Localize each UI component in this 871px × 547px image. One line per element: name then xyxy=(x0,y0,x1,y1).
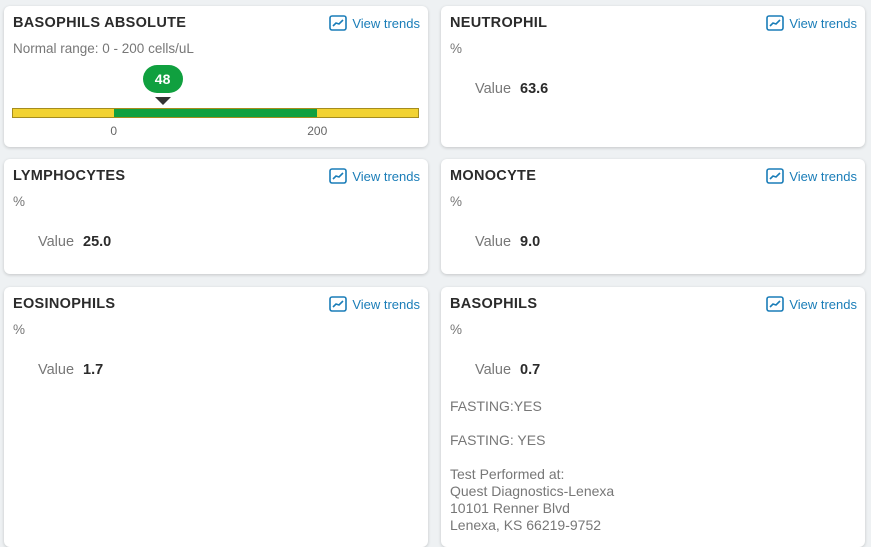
trend-chart-icon xyxy=(766,168,785,184)
card-neutrophil: NEUTROPHIL View trends % Value 63.6 xyxy=(441,6,865,147)
normal-range: Normal range: 0 - 200 cells/uL xyxy=(13,41,194,56)
value-row: Value 9.0 xyxy=(475,234,540,250)
view-trends-label: View trends xyxy=(352,296,420,312)
card-title: BASOPHILS xyxy=(450,296,538,312)
value: 0.7 xyxy=(520,362,541,378)
view-trends-label: View trends xyxy=(789,168,857,184)
value: 9.0 xyxy=(520,234,541,250)
card-basophils: BASOPHILS View trends % Value 0.7 FASTING:… xyxy=(441,287,865,547)
trend-chart-icon xyxy=(329,296,348,312)
value-row: Value 0.7 xyxy=(475,362,540,378)
trend-chart-icon xyxy=(766,15,785,31)
value: 25.0 xyxy=(83,234,112,250)
note: FASTING: YES xyxy=(450,432,546,448)
card-lymphocytes: LYMPHOCYTES View trends % Value 25.0 xyxy=(4,159,428,274)
value-label: Value xyxy=(38,234,75,250)
card-eosinophils: EOSINOPHILS View trends % Value 1.7 xyxy=(4,287,428,547)
value-label: Value xyxy=(38,362,75,378)
view-trends-link[interactable]: View trends xyxy=(329,15,420,31)
view-trends-link[interactable]: View trends xyxy=(329,168,420,184)
unit: % xyxy=(450,194,463,209)
view-trends-link[interactable]: View trends xyxy=(329,296,420,312)
card-title: BASOPHILS ABSOLUTE xyxy=(13,15,187,31)
value-label: Value xyxy=(475,81,512,97)
value-row: Value 25.0 xyxy=(38,234,111,250)
view-trends-link[interactable]: View trends xyxy=(766,15,857,31)
value: 63.6 xyxy=(520,81,549,97)
view-trends-link[interactable]: View trends xyxy=(766,296,857,312)
card-monocyte: MONOCYTE View trends % Value 9.0 xyxy=(441,159,865,274)
trend-chart-icon xyxy=(329,15,348,31)
view-trends-label: View trends xyxy=(352,168,420,184)
tick-high: 200 xyxy=(307,124,328,138)
unit: % xyxy=(450,322,463,337)
note: FASTING:YES xyxy=(450,398,542,414)
view-trends-link[interactable]: View trends xyxy=(766,168,857,184)
value-row: Value 1.7 xyxy=(38,362,103,378)
trend-chart-icon xyxy=(766,296,785,312)
unit: % xyxy=(13,322,26,337)
unit: % xyxy=(13,194,26,209)
value-row: Value 63.6 xyxy=(475,81,548,97)
notes: FASTING:YES FASTING: YES Test Performed at… xyxy=(450,398,614,534)
card-basophils-absolute: BASOPHILS ABSOLUTE View trends Normal ra… xyxy=(4,6,428,147)
lab-line: Test Performed at: xyxy=(450,466,565,482)
range-gauge xyxy=(12,108,419,118)
view-trends-label: View trends xyxy=(789,296,857,312)
tick-low: 0 xyxy=(110,124,118,138)
view-trends-label: View trends xyxy=(352,15,420,31)
card-title: MONOCYTE xyxy=(450,168,537,184)
lab-line: Lenexa, KS 66219-9752 xyxy=(450,517,602,533)
value-pointer xyxy=(154,97,171,105)
value-label: Value xyxy=(475,234,512,250)
normal-range-segment xyxy=(113,109,318,117)
card-title: EOSINOPHILS xyxy=(13,296,116,312)
value-bubble: 48 xyxy=(142,65,183,93)
value-label: Value xyxy=(475,362,512,378)
value: 1.7 xyxy=(83,362,104,378)
card-title: NEUTROPHIL xyxy=(450,15,548,31)
lab-line: 10101 Renner Blvd xyxy=(450,500,570,516)
lab-line: Quest Diagnostics-Lenexa xyxy=(450,483,615,499)
lab-info: Test Performed at: Quest Diagnostics-Lene… xyxy=(450,466,614,534)
view-trends-label: View trends xyxy=(789,15,857,31)
card-title: LYMPHOCYTES xyxy=(13,168,126,184)
trend-chart-icon xyxy=(329,168,348,184)
unit: % xyxy=(450,41,463,56)
